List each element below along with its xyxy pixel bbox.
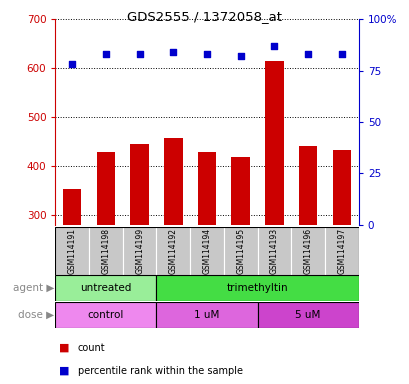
Bar	[130, 144, 148, 225]
Text: GDS2555 / 1372058_at: GDS2555 / 1372058_at	[127, 10, 282, 23]
Bar	[231, 157, 249, 225]
Bar	[63, 189, 81, 225]
Text: trimethyltin: trimethyltin	[226, 283, 288, 293]
Text: GSM114199: GSM114199	[135, 227, 144, 274]
Bar	[298, 146, 317, 225]
Bar	[156, 302, 257, 328]
Text: GSM114192: GSM114192	[169, 228, 178, 273]
Bar	[324, 227, 358, 275]
Bar	[89, 227, 122, 275]
Text: 1 uM: 1 uM	[194, 310, 219, 320]
Text: GSM114191: GSM114191	[67, 228, 76, 273]
Text: GSM114198: GSM114198	[101, 228, 110, 273]
Text: GSM114197: GSM114197	[337, 227, 346, 274]
Text: percentile rank within the sample: percentile rank within the sample	[78, 366, 242, 376]
Text: dose ▶: dose ▶	[18, 310, 54, 320]
Bar	[291, 227, 324, 275]
Text: untreated: untreated	[80, 283, 131, 293]
Text: ■: ■	[59, 343, 70, 353]
Bar	[55, 275, 156, 301]
Text: GSM114194: GSM114194	[202, 227, 211, 274]
Text: GSM114195: GSM114195	[236, 227, 245, 274]
Text: 5 uM: 5 uM	[295, 310, 320, 320]
Bar	[156, 275, 358, 301]
Bar	[223, 227, 257, 275]
Bar	[164, 137, 182, 225]
Point	[304, 51, 311, 57]
Text: agent ▶: agent ▶	[13, 283, 54, 293]
Bar	[122, 227, 156, 275]
Bar	[55, 227, 89, 275]
Text: GSM114193: GSM114193	[269, 227, 278, 274]
Point	[170, 49, 176, 55]
Bar	[97, 152, 115, 225]
Point	[338, 51, 344, 57]
Point	[69, 61, 75, 68]
Point	[136, 51, 143, 57]
Bar	[257, 227, 291, 275]
Text: ■: ■	[59, 366, 70, 376]
Point	[203, 51, 210, 57]
Bar	[265, 61, 283, 225]
Bar	[190, 227, 223, 275]
Bar	[197, 152, 216, 225]
Bar	[156, 227, 190, 275]
Bar	[332, 150, 350, 225]
Text: count: count	[78, 343, 105, 353]
Bar	[55, 302, 156, 328]
Text: control: control	[88, 310, 124, 320]
Point	[237, 53, 243, 59]
Bar	[257, 302, 358, 328]
Point	[102, 51, 109, 57]
Point	[270, 43, 277, 49]
Text: GSM114196: GSM114196	[303, 227, 312, 274]
